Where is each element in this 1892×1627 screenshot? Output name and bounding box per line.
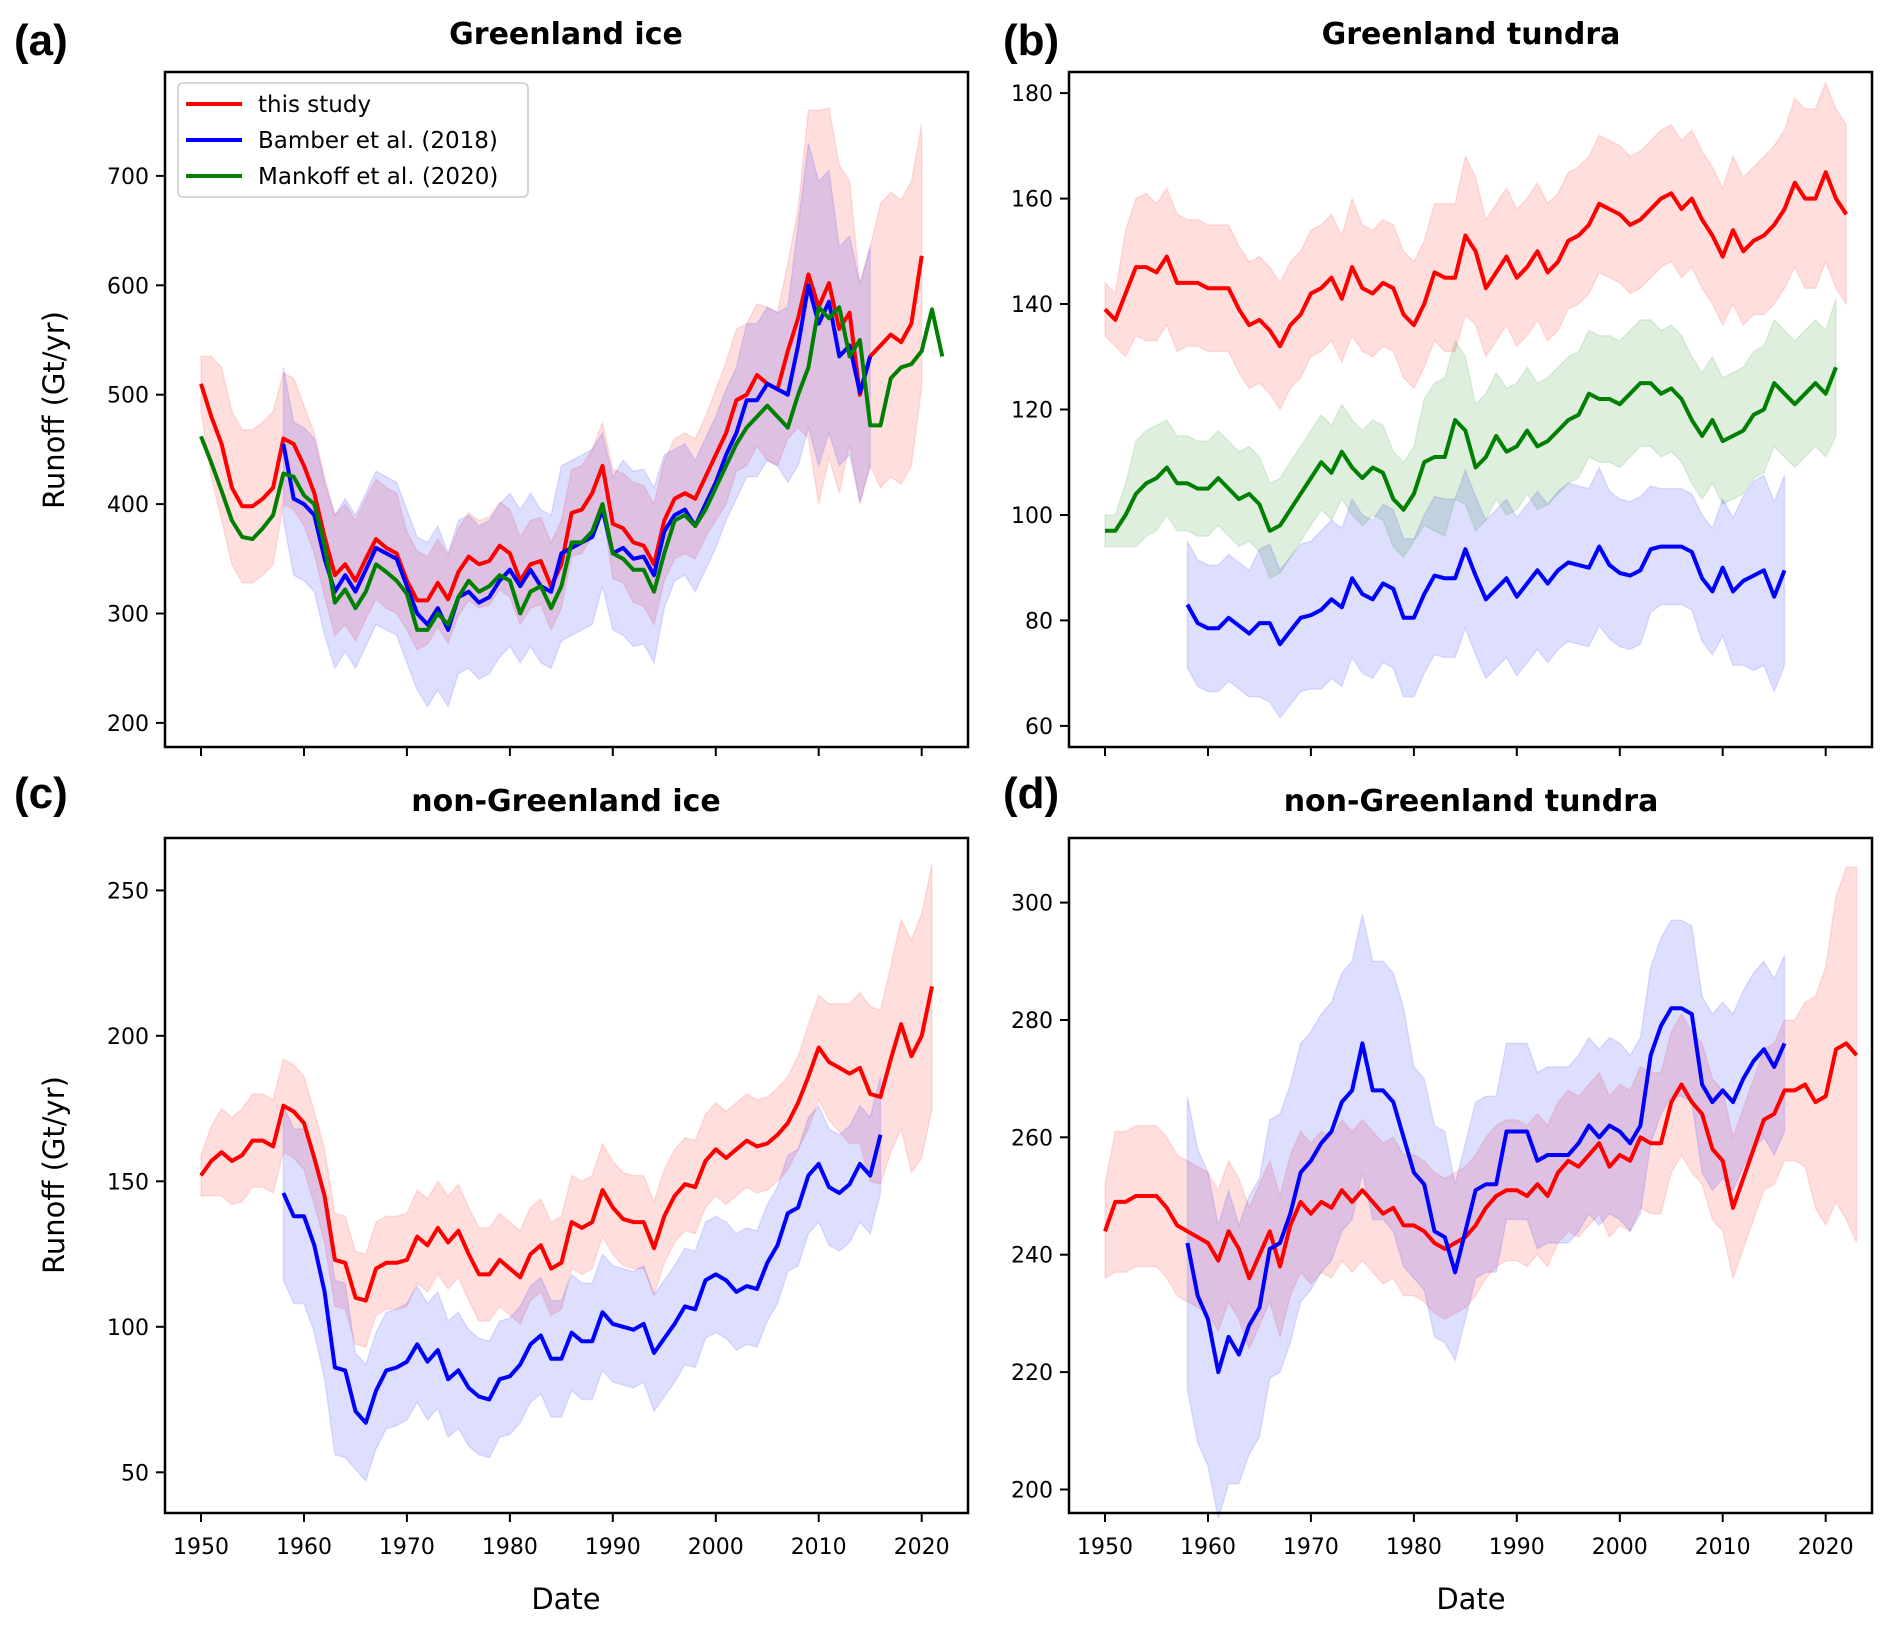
panel-d-x-tick-label: 1950 [1077,1535,1133,1560]
panel-c-y-tick-label: 150 [107,1170,149,1195]
panel-a-y-tick-label: 700 [107,165,149,190]
panel-a-y-tick-label: 200 [107,712,149,737]
panel-b: 60 80 100 120 140 160 180 (b) Greenland tundra [1003,16,1872,756]
panel-d-y-tick-label: 240 [1011,1244,1053,1269]
panel-d-y-ticks: 200 220 240 260 280 300 [1011,892,1069,1504]
panel-a-label: (a) [14,16,68,65]
panel-d-title: non-Greenland tundra [1284,784,1659,819]
panel-b-uncertainty-bands [1105,83,1846,719]
panel-a-x-ticks [201,747,922,756]
panel-c-x-axis-label: Date [531,1582,600,1616]
panel-c-y-tick-label: 50 [121,1461,149,1486]
panel-b-y-tick-label: 140 [1011,293,1053,318]
panel-a-uncertainty-bands [201,108,922,706]
panel-b-band-this-study [1105,83,1846,410]
panel-d-y-tick-label: 220 [1011,1361,1053,1386]
panel-b-y-ticks: 60 80 100 120 140 160 180 [1011,82,1069,740]
panel-d-y-tick-label: 280 [1011,1009,1053,1034]
panel-c-x-tick-label: 1960 [276,1535,332,1560]
legend-label-this-study: this study [258,92,371,118]
panel-c-x-ticks: 1950 1960 1970 1980 1990 2000 2010 2020 [173,1513,950,1560]
panel-b-title: Greenland tundra [1322,17,1621,52]
panel-c-y-tick-label: 200 [107,1025,149,1050]
legend-label-mankoff: Mankoff et al. (2020) [258,164,498,190]
panel-b-y-tick-label: 60 [1025,715,1053,740]
panel-b-y-tick-label: 80 [1025,609,1053,634]
panel-d-uncertainty-bands [1105,867,1857,1519]
panel-b-y-tick-label: 180 [1011,82,1053,107]
panel-c-x-tick-label: 1980 [482,1535,538,1560]
legend: this study Bamber et al. (2018) Mankoff … [178,83,528,197]
panel-b-label: (b) [1003,16,1059,65]
panel-a-y-tick-label: 500 [107,384,149,409]
panel-c-x-tick-label: 2020 [894,1535,950,1560]
panel-a-title: Greenland ice [449,17,683,52]
panel-d-x-ticks: 1950 1960 1970 1980 1990 2000 2010 2020 [1077,1513,1854,1560]
panel-c-x-tick-label: 2000 [688,1535,744,1560]
panel-c-y-axis-label: Runoff (Gt/yr) [37,1076,71,1274]
panel-d-x-tick-label: 1980 [1386,1535,1442,1560]
panel-b-y-tick-label: 120 [1011,399,1053,424]
panel-c-x-tick-label: 2010 [791,1535,847,1560]
panel-c-y-ticks: 50 100 150 200 250 [107,879,165,1486]
figure: 200 300 400 500 600 700 (a) Greenland ice Run… [0,0,1892,1627]
panel-c-x-tick-label: 1950 [173,1535,229,1560]
panel-d-x-tick-label: 2000 [1592,1535,1648,1560]
panel-c-y-tick-label: 250 [107,879,149,904]
panel-d-x-tick-label: 2010 [1695,1535,1751,1560]
panel-a-band-bamber-et-al-2018 [283,143,870,706]
panel-c-x-tick-label: 1990 [585,1535,641,1560]
panel-d-x-tick-label: 1970 [1283,1535,1339,1560]
panel-d-x-tick-label: 1990 [1489,1535,1545,1560]
panel-c-x-tick-label: 1970 [379,1535,435,1560]
panel-c: 50 100 150 200 250 1950 1960 1970 1980 1990 2000 2… [14,769,968,1616]
panel-d-x-tick-label: 1960 [1180,1535,1236,1560]
panel-c-title: non-Greenland ice [411,784,720,819]
panel-a-y-tick-label: 400 [107,493,149,518]
legend-label-bamber: Bamber et al. (2018) [258,128,498,154]
panel-d-band-bamber-et-al-2018 [1187,914,1784,1519]
panel-d-x-tick-label: 2020 [1798,1535,1854,1560]
panel-a-y-tick-label: 600 [107,274,149,299]
panel-d-y-tick-label: 200 [1011,1479,1053,1504]
panel-a-y-tick-label: 300 [107,603,149,628]
panel-d: 200 220 240 260 280 300 1950 1960 1970 1980 1990 2… [1003,769,1872,1616]
panel-c-label: (c) [14,769,68,818]
panel-b-x-ticks [1105,747,1826,756]
panel-d-y-tick-label: 300 [1011,892,1053,917]
panel-b-y-tick-label: 100 [1011,504,1053,529]
panel-d-x-axis-label: Date [1436,1582,1505,1616]
panel-c-y-tick-label: 100 [107,1316,149,1341]
panel-d-y-tick-label: 260 [1011,1126,1053,1151]
panel-a: 200 300 400 500 600 700 (a) Greenland ice Run… [14,16,968,756]
panel-d-label: (d) [1003,769,1059,818]
panel-a-y-axis-label: Runoff (Gt/yr) [37,311,71,509]
panel-a-y-ticks: 200 300 400 500 600 700 [107,165,165,737]
panel-b-y-tick-label: 160 [1011,188,1053,213]
